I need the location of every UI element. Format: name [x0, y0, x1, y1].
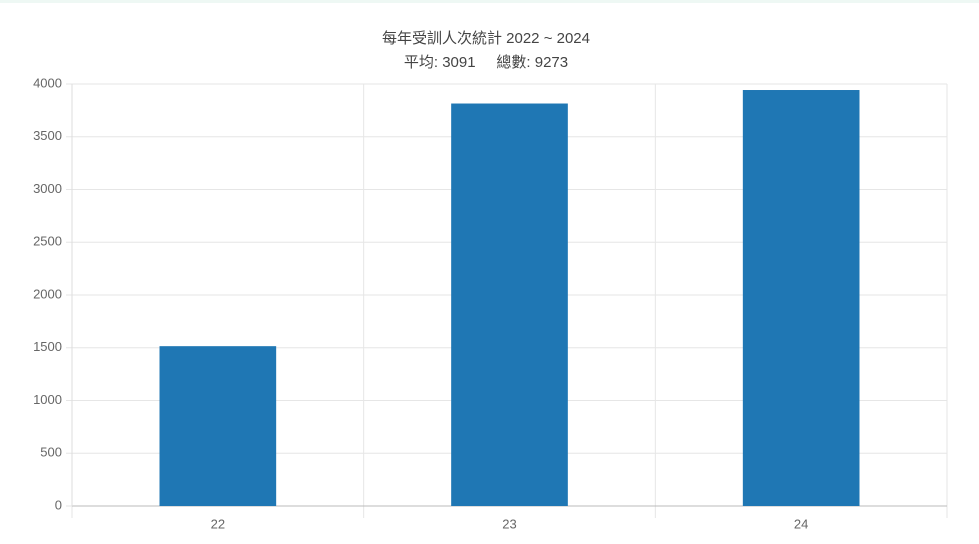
y-tick-label: 0 — [55, 497, 62, 512]
x-tick-label: 23 — [502, 516, 516, 531]
y-tick-label: 1500 — [33, 339, 62, 354]
top-strip — [0, 0, 979, 3]
y-tick-label: 4000 — [33, 75, 62, 90]
x-tick-label: 24 — [794, 516, 808, 531]
x-tick-label: 22 — [211, 516, 225, 531]
y-tick-label: 500 — [40, 445, 62, 460]
y-tick-label: 1000 — [33, 392, 62, 407]
bar — [742, 90, 860, 507]
y-tick-label: 2000 — [33, 286, 62, 301]
chart-title: 每年受訓人次統計 2022 ~ 2024 — [382, 30, 590, 47]
y-tick-label: 3500 — [33, 128, 62, 143]
chart-subtitle: 平均: 3091 總數: 9273 — [404, 53, 568, 71]
y-tick-label: 3000 — [33, 181, 62, 196]
bar — [159, 346, 277, 506]
bar — [451, 103, 568, 506]
y-tick-label: 2500 — [33, 234, 62, 249]
